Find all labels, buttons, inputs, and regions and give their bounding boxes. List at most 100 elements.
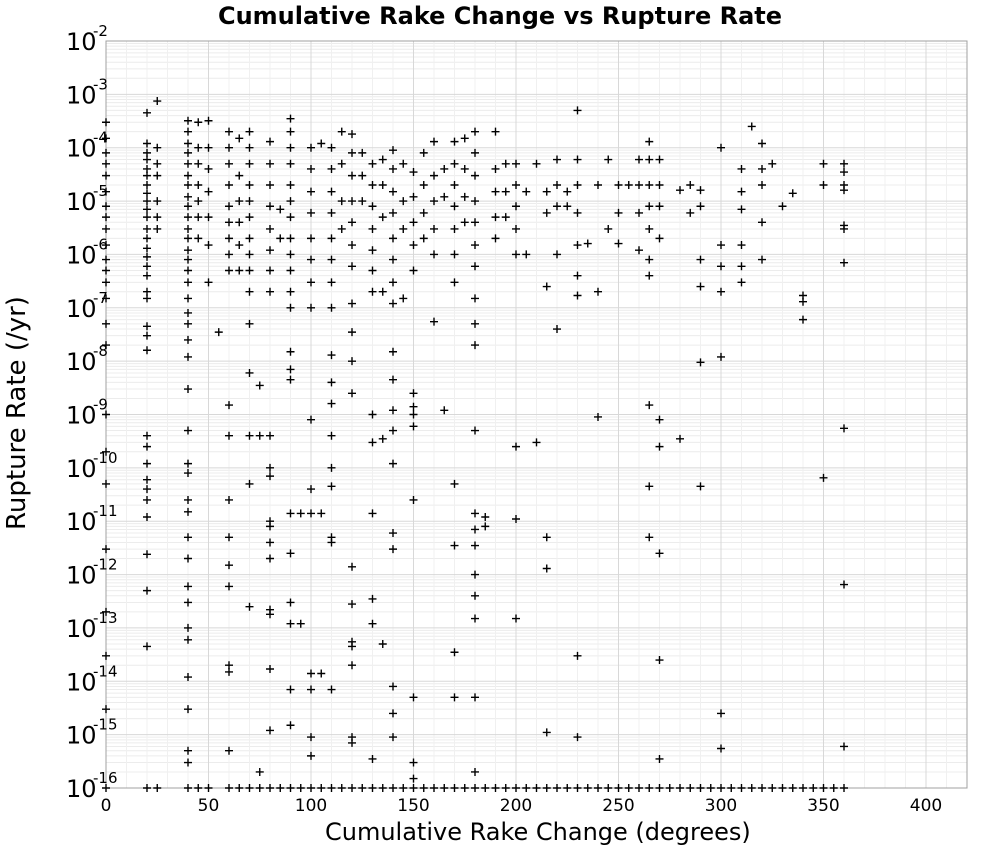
data-point <box>389 709 397 718</box>
data-point <box>512 515 520 524</box>
data-point <box>542 784 551 792</box>
data-point <box>645 533 654 542</box>
data-point <box>184 148 192 157</box>
data-point <box>378 287 387 296</box>
data-point <box>717 352 725 361</box>
data-point <box>348 262 356 271</box>
data-point <box>399 159 408 168</box>
data-point <box>286 347 295 356</box>
data-point <box>245 602 254 611</box>
data-point <box>512 181 520 190</box>
data-point <box>307 164 315 173</box>
data-point <box>389 529 397 538</box>
data-point <box>368 754 377 763</box>
data-point <box>184 139 192 148</box>
y-tick-label: 10 <box>66 455 97 483</box>
data-point <box>512 159 520 168</box>
data-point <box>307 733 315 742</box>
data-point <box>266 202 274 211</box>
data-point <box>184 758 192 767</box>
data-point <box>153 224 162 233</box>
data-point <box>245 197 254 206</box>
data-point <box>399 224 408 233</box>
data-point <box>573 291 582 300</box>
data-point <box>143 586 151 595</box>
data-point <box>184 116 192 125</box>
data-point <box>225 561 233 570</box>
data-point <box>829 784 838 792</box>
data-point <box>747 122 756 131</box>
data-point <box>717 262 725 271</box>
data-point <box>840 224 848 233</box>
data-point <box>542 282 551 291</box>
data-point <box>245 159 254 168</box>
data-point <box>419 784 428 792</box>
data-point <box>286 213 295 222</box>
data-point <box>553 202 561 211</box>
data-point <box>225 181 233 190</box>
data-point <box>799 315 807 324</box>
data-point <box>430 784 438 792</box>
data-point <box>409 389 418 398</box>
data-point <box>696 186 705 195</box>
data-point <box>348 328 356 337</box>
data-point <box>235 197 244 206</box>
data-point <box>102 410 110 419</box>
data-point <box>143 234 151 243</box>
data-point <box>225 746 233 755</box>
data-point <box>102 341 110 350</box>
data-point <box>450 479 459 488</box>
data-point <box>840 159 848 168</box>
y-tick-label: 10 <box>66 775 97 803</box>
data-point <box>245 127 254 136</box>
data-point <box>706 784 715 792</box>
y-tick-label: 10 <box>66 295 97 323</box>
data-point <box>624 181 633 190</box>
data-point <box>583 784 592 792</box>
y-tick-exponent: -16 <box>93 769 118 787</box>
data-point <box>348 148 356 157</box>
data-point <box>184 335 192 344</box>
data-point <box>102 224 110 233</box>
data-point <box>368 287 377 296</box>
data-point <box>214 328 223 337</box>
data-point <box>296 509 305 518</box>
data-point <box>102 545 110 554</box>
data-point <box>635 784 643 792</box>
y-tick-label: 10 <box>66 81 97 109</box>
data-point <box>389 426 397 435</box>
y-tick-exponent: -12 <box>93 556 118 574</box>
data-point <box>419 208 428 217</box>
data-point <box>143 262 151 271</box>
data-point <box>491 234 500 243</box>
data-point <box>204 116 213 125</box>
data-point <box>266 610 274 619</box>
data-point <box>440 164 449 173</box>
data-point <box>501 159 510 168</box>
data-point <box>307 143 315 152</box>
data-point <box>368 159 377 168</box>
data-point <box>614 784 623 792</box>
data-point <box>409 192 418 201</box>
x-axis-label: Cumulative Rake Change (degrees) <box>325 818 751 846</box>
data-point <box>389 545 397 554</box>
data-point <box>307 187 315 196</box>
data-point <box>430 224 438 233</box>
y-tick-label: 10 <box>66 348 97 376</box>
data-point <box>758 218 766 227</box>
data-point <box>348 784 356 792</box>
data-point <box>840 742 848 751</box>
data-point <box>686 784 695 792</box>
data-point <box>542 728 551 737</box>
data-point <box>184 426 192 435</box>
x-tick-label: 300 <box>705 796 737 816</box>
data-point <box>153 197 162 206</box>
data-point <box>604 224 613 233</box>
data-point <box>143 171 151 180</box>
y-tick-exponent: -10 <box>93 449 118 467</box>
data-point <box>184 127 192 136</box>
data-point <box>645 255 654 264</box>
data-point <box>471 614 479 623</box>
data-point <box>840 580 848 589</box>
data-point <box>266 472 274 481</box>
